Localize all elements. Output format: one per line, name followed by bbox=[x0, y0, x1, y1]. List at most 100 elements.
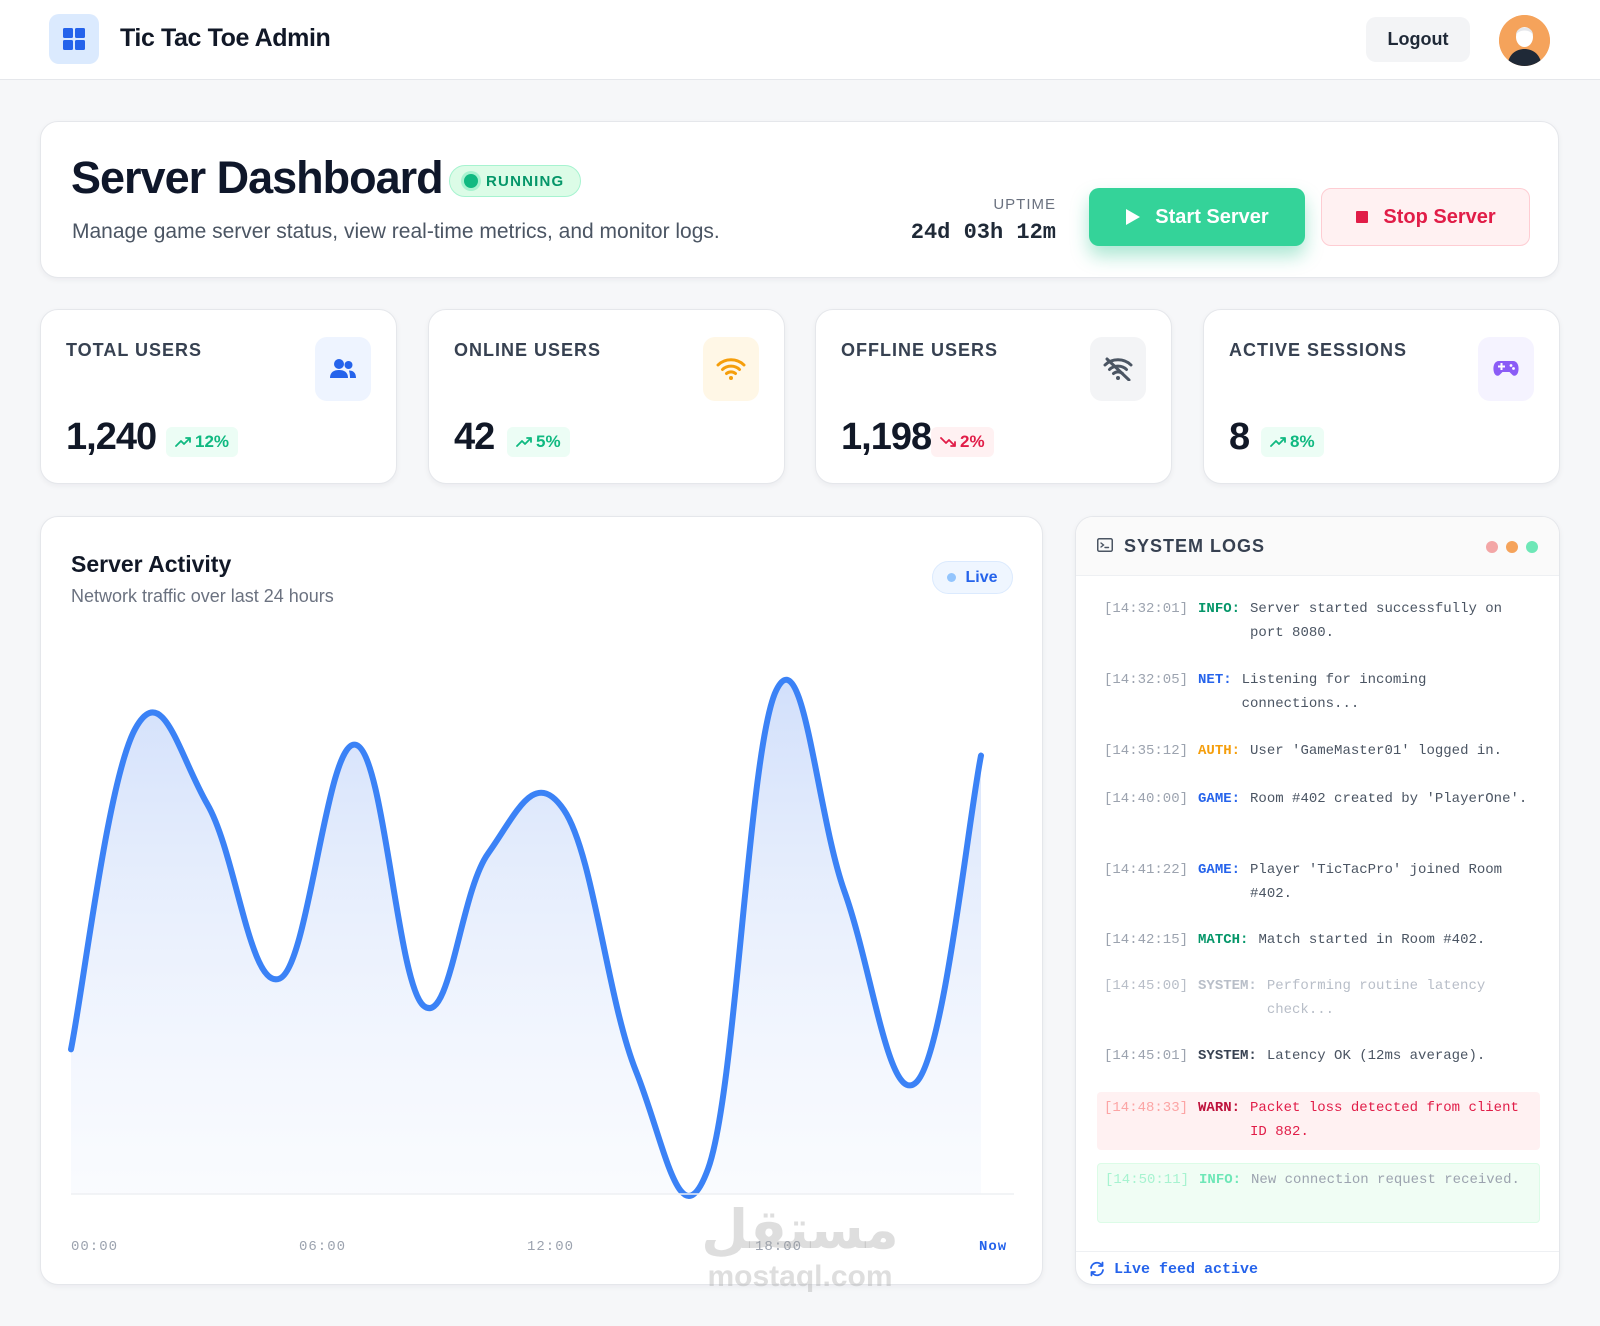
log-timestamp: [14:45:00] bbox=[1104, 978, 1189, 994]
stat-label: TOTAL USERS bbox=[66, 340, 203, 360]
chart-series-line bbox=[68, 676, 984, 1199]
window-dot-red bbox=[1486, 541, 1498, 553]
play-icon bbox=[1126, 209, 1141, 225]
start-server-button[interactable]: Start Server bbox=[1089, 188, 1305, 246]
refresh-icon bbox=[1090, 1261, 1104, 1277]
live-label: Live bbox=[965, 568, 998, 586]
trend-up-icon bbox=[516, 437, 532, 447]
stat-value: 1,198 bbox=[841, 416, 932, 458]
log-message: Listening for incoming connections... bbox=[1241, 672, 1427, 712]
x-tick-label: 18:00 bbox=[755, 1239, 802, 1255]
chart-title: Server Activity bbox=[71, 551, 232, 577]
trend-badge: 12% bbox=[166, 427, 239, 457]
stop-icon bbox=[1356, 211, 1369, 223]
log-level: SYSTEM: bbox=[1198, 1048, 1257, 1064]
x-tick-label: 12:00 bbox=[527, 1239, 574, 1255]
server-activity-card: Server Activity Network traffic over las… bbox=[40, 516, 1043, 1285]
trend-up-icon bbox=[1270, 437, 1286, 447]
log-level: GAME: bbox=[1198, 862, 1241, 878]
log-timestamp: [14:45:01] bbox=[1104, 1048, 1189, 1064]
stat-card-active-sessions: ACTIVE SESSIONS 8 8% bbox=[1203, 309, 1560, 484]
page-title: Server Dashboard bbox=[71, 152, 444, 203]
chart-subtitle: Network traffic over last 24 hours bbox=[71, 586, 334, 606]
x-tick-label: Now bbox=[979, 1239, 1007, 1255]
log-level: MATCH: bbox=[1198, 932, 1249, 948]
log-message: Performing routine latency check... bbox=[1266, 978, 1486, 1018]
uptime-value: 24d 03h 12m bbox=[910, 220, 1056, 245]
app-logo-icon[interactable] bbox=[49, 14, 99, 64]
trend-badge: 2% bbox=[931, 427, 994, 457]
log-entry: [14:35:12] AUTH: User 'GameMaster01' log… bbox=[1097, 739, 1540, 763]
stat-label: ONLINE USERS bbox=[454, 340, 602, 360]
stat-label: OFFLINE USERS bbox=[841, 340, 999, 360]
log-message: Packet loss detected from client ID 882. bbox=[1250, 1100, 1519, 1140]
trend-value: 12% bbox=[195, 432, 230, 451]
log-timestamp: [14:50:11] bbox=[1105, 1172, 1190, 1188]
log-message: Player 'TicTacPro' joined Room #402. bbox=[1250, 862, 1503, 902]
stat-value: 8 bbox=[1229, 416, 1250, 458]
trend-down-icon bbox=[940, 437, 956, 447]
log-timestamp: [14:41:22] bbox=[1104, 862, 1189, 878]
stat-card-offline-users: OFFLINE USERS 1,198 2% bbox=[815, 309, 1172, 484]
log-level: WARN: bbox=[1198, 1100, 1241, 1116]
log-entry-recent: [14:50:11] INFO: New connection request … bbox=[1097, 1163, 1540, 1223]
gamepad-icon bbox=[1478, 337, 1534, 401]
log-entry: [14:41:22] GAME: Player 'TicTacPro' join… bbox=[1097, 858, 1540, 906]
window-dot-orange bbox=[1506, 541, 1518, 553]
avatar[interactable] bbox=[1499, 15, 1550, 66]
stat-card-online-users: ONLINE USERS 42 5% bbox=[428, 309, 785, 484]
trend-value: 8% bbox=[1290, 432, 1315, 451]
log-timestamp: [14:32:05] bbox=[1104, 672, 1189, 688]
server-header-card: Server Dashboard RUNNING Manage game ser… bbox=[40, 121, 1559, 278]
live-badge: Live bbox=[932, 561, 1013, 594]
logs-header: SYSTEM LOGS bbox=[1076, 517, 1559, 576]
log-entry-warning: [14:48:33] WARN: Packet loss detected fr… bbox=[1097, 1092, 1540, 1150]
log-entry: [14:45:00] SYSTEM: Performing routine la… bbox=[1097, 974, 1540, 1022]
logs-footer: Live feed active bbox=[1076, 1251, 1559, 1284]
log-message: Latency OK (12ms average). bbox=[1266, 1048, 1486, 1064]
log-entry: [14:40:00] GAME: Room #402 created by 'P… bbox=[1097, 787, 1540, 811]
start-server-label: Start Server bbox=[1155, 205, 1269, 228]
log-message: Room #402 created by 'PlayerOne'. bbox=[1250, 791, 1528, 807]
log-level: SYSTEM: bbox=[1198, 978, 1257, 994]
log-message: New connection request received. bbox=[1251, 1172, 1520, 1188]
log-timestamp: [14:40:00] bbox=[1104, 791, 1189, 807]
log-entry: [14:32:05] NET: Listening for incoming c… bbox=[1097, 668, 1540, 716]
stat-value: 42 bbox=[454, 416, 495, 458]
page-subtitle: Manage game server status, view real-tim… bbox=[72, 220, 720, 243]
log-timestamp: [14:32:01] bbox=[1104, 601, 1189, 617]
status-dot-icon bbox=[464, 174, 478, 188]
stop-server-button[interactable]: Stop Server bbox=[1321, 188, 1530, 246]
log-entry: [14:42:15] MATCH: Match started in Room … bbox=[1097, 928, 1540, 952]
status-text: RUNNING bbox=[486, 172, 565, 190]
wifi-off-icon bbox=[1090, 337, 1146, 401]
terminal-icon bbox=[1097, 538, 1113, 552]
top-bar: Tic Tac Toe Admin Logout bbox=[0, 0, 1600, 80]
trend-badge: 5% bbox=[507, 427, 570, 457]
trend-value: 2% bbox=[960, 432, 985, 451]
app-title: Tic Tac Toe Admin bbox=[120, 24, 331, 52]
wifi-icon bbox=[703, 337, 759, 401]
stat-card-total-users: TOTAL USERS 1,240 12% bbox=[40, 309, 397, 484]
uptime-label: UPTIME bbox=[993, 196, 1056, 213]
activity-chart: 00:00 06:00 12:00 18:00 Now bbox=[68, 676, 1014, 1255]
log-timestamp: [14:48:33] bbox=[1104, 1100, 1189, 1116]
status-badge: RUNNING bbox=[449, 165, 582, 197]
window-dot-green bbox=[1526, 541, 1538, 553]
log-timestamp: [14:35:12] bbox=[1104, 743, 1189, 759]
log-level: GAME: bbox=[1198, 791, 1241, 807]
log-entry: [14:45:01] SYSTEM: Latency OK (12ms aver… bbox=[1097, 1044, 1540, 1068]
log-timestamp: [14:42:15] bbox=[1104, 932, 1189, 948]
log-message: Server started successfully on port 8080… bbox=[1250, 601, 1503, 641]
system-logs-panel: SYSTEM LOGS [14:32:01] INFO: Server star… bbox=[1075, 516, 1560, 1285]
log-entry: [14:32:01] INFO: Server started successf… bbox=[1097, 597, 1540, 645]
x-tick-label: 00:00 bbox=[71, 1239, 118, 1255]
stop-server-label: Stop Server bbox=[1383, 205, 1496, 228]
live-feed-status: Live feed active bbox=[1114, 1261, 1259, 1278]
logs-title: SYSTEM LOGS bbox=[1124, 536, 1266, 556]
log-message: User 'GameMaster01' logged in. bbox=[1250, 743, 1503, 759]
log-level: INFO: bbox=[1198, 601, 1241, 617]
chart-area-fill bbox=[71, 679, 981, 1196]
logout-button[interactable]: Logout bbox=[1366, 17, 1470, 62]
log-level: INFO: bbox=[1199, 1172, 1242, 1188]
